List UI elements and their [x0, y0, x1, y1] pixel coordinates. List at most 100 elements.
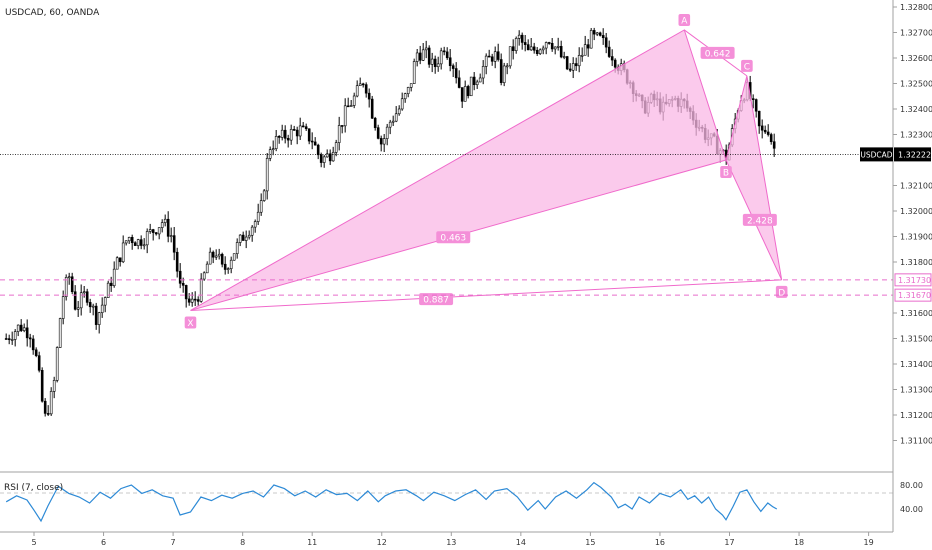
candle [157, 227, 161, 240]
candle [268, 146, 272, 162]
candle [103, 296, 107, 313]
candle [418, 45, 422, 65]
price-tick: 1.31900 [893, 233, 932, 242]
candle [178, 263, 182, 289]
candle [751, 94, 755, 109]
time-axis[interactable]: 56781112131415161718192021 [31, 532, 932, 547]
candle [271, 140, 275, 156]
candle [472, 72, 476, 91]
candle [58, 317, 62, 348]
price-tick-label: 1.32700 [900, 29, 932, 38]
candle [193, 291, 197, 307]
candle [457, 70, 461, 89]
candle [526, 39, 530, 51]
candle [496, 43, 500, 62]
price-tick-label: 1.31500 [900, 335, 932, 344]
time-tick-label: 18 [794, 538, 804, 547]
axes [0, 0, 894, 533]
candle [568, 63, 572, 72]
candle [7, 334, 11, 345]
candle [256, 203, 260, 225]
level-lower-badge: 1.31670 [894, 288, 932, 302]
point-d[interactable]: D [775, 285, 788, 299]
candle [559, 40, 563, 59]
point-b[interactable]: B [720, 166, 732, 179]
candle [382, 134, 386, 153]
time-tick-label: 13 [446, 538, 456, 547]
candle [487, 49, 491, 58]
point-c[interactable]: C [741, 59, 753, 73]
candle [118, 257, 122, 267]
candle [241, 231, 245, 241]
time-tick: 15 [585, 532, 595, 547]
candle [262, 189, 266, 202]
candle [277, 135, 281, 144]
price-axis[interactable]: 1.32800 1.32700 1.32600 1.32500 1.32400 1.323… [860, 3, 932, 446]
candle [403, 92, 407, 103]
candle [319, 152, 323, 168]
candle [409, 83, 413, 92]
candle [163, 214, 167, 227]
candle [421, 42, 425, 62]
candle [550, 38, 554, 52]
candle [49, 387, 53, 416]
candle [571, 57, 575, 79]
candle [364, 82, 368, 98]
time-tick: 19 [864, 532, 874, 547]
point-x[interactable]: X [184, 316, 197, 329]
rsi-tick-label: 40.00 [900, 505, 923, 514]
candle [583, 35, 587, 56]
rsi-panel: 80.00 40.00 [0, 481, 923, 523]
candle [190, 292, 194, 307]
candle [391, 115, 395, 127]
candle [517, 30, 521, 46]
candle [454, 62, 458, 84]
candle [493, 46, 497, 69]
time-tick: 13 [446, 532, 456, 547]
candle [589, 28, 593, 49]
price-tick: 1.31400 [893, 360, 932, 369]
time-tick-label: 12 [377, 538, 387, 547]
candle [253, 219, 257, 233]
candle [511, 39, 515, 60]
candle [115, 256, 119, 270]
time-tick: 16 [655, 532, 665, 547]
point-a[interactable]: A [678, 13, 691, 27]
price-tick: 1.31500 [893, 335, 932, 344]
candle [34, 347, 38, 358]
candle [184, 284, 188, 308]
candle [73, 285, 77, 311]
price-tick-label: 1.31400 [900, 360, 932, 369]
current-price-badge: USDCAD 1.32222 [860, 147, 931, 162]
ratio-bd[interactable]: 2.428 [742, 213, 777, 227]
candle [445, 47, 449, 60]
candle [37, 351, 41, 373]
price-tick: 1.31800 [893, 258, 932, 267]
candle [355, 80, 359, 98]
ratio-ac-bg [700, 46, 735, 59]
candle [604, 32, 608, 54]
candle [430, 52, 434, 73]
candle [229, 256, 233, 274]
price-tick-label: 1.32000 [900, 207, 932, 216]
candle [607, 40, 611, 58]
candle [358, 77, 362, 87]
candle [484, 53, 488, 75]
candle [199, 273, 203, 303]
candle [379, 135, 383, 152]
candle [25, 319, 29, 347]
candle [610, 49, 614, 67]
harmonic-pattern[interactable]: X A B C D 0.463 0.642 2.428 0.887 [184, 13, 788, 329]
price-levels [0, 153, 893, 296]
candle [307, 128, 311, 145]
point-x-text: X [187, 319, 193, 329]
ratio-xb[interactable]: 0.463 [436, 231, 471, 244]
candle [124, 240, 128, 246]
candle [238, 234, 242, 247]
time-tick-label: 6 [101, 538, 106, 547]
ratio-xd[interactable]: 0.887 [419, 293, 454, 306]
ratio-ac[interactable]: 0.642 [700, 46, 735, 60]
candle [763, 125, 767, 134]
